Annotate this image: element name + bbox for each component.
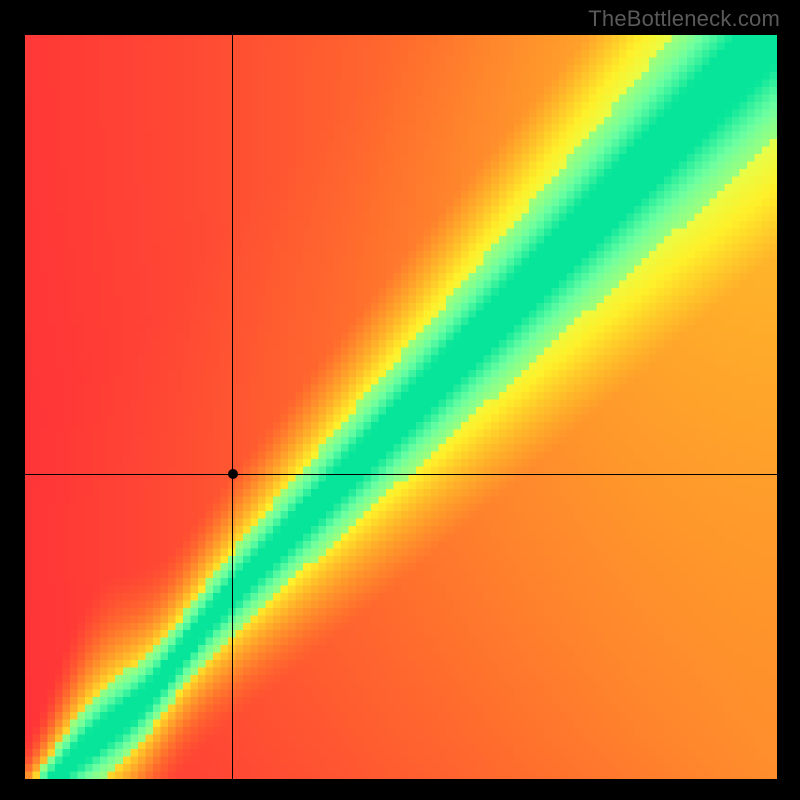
watermark-text: TheBottleneck.com	[588, 6, 780, 32]
chart-container: TheBottleneck.com	[0, 0, 800, 800]
marker-dot	[228, 469, 238, 479]
crosshair-vertical	[232, 35, 233, 779]
heatmap-canvas	[25, 35, 777, 779]
crosshair-horizontal	[25, 474, 777, 475]
